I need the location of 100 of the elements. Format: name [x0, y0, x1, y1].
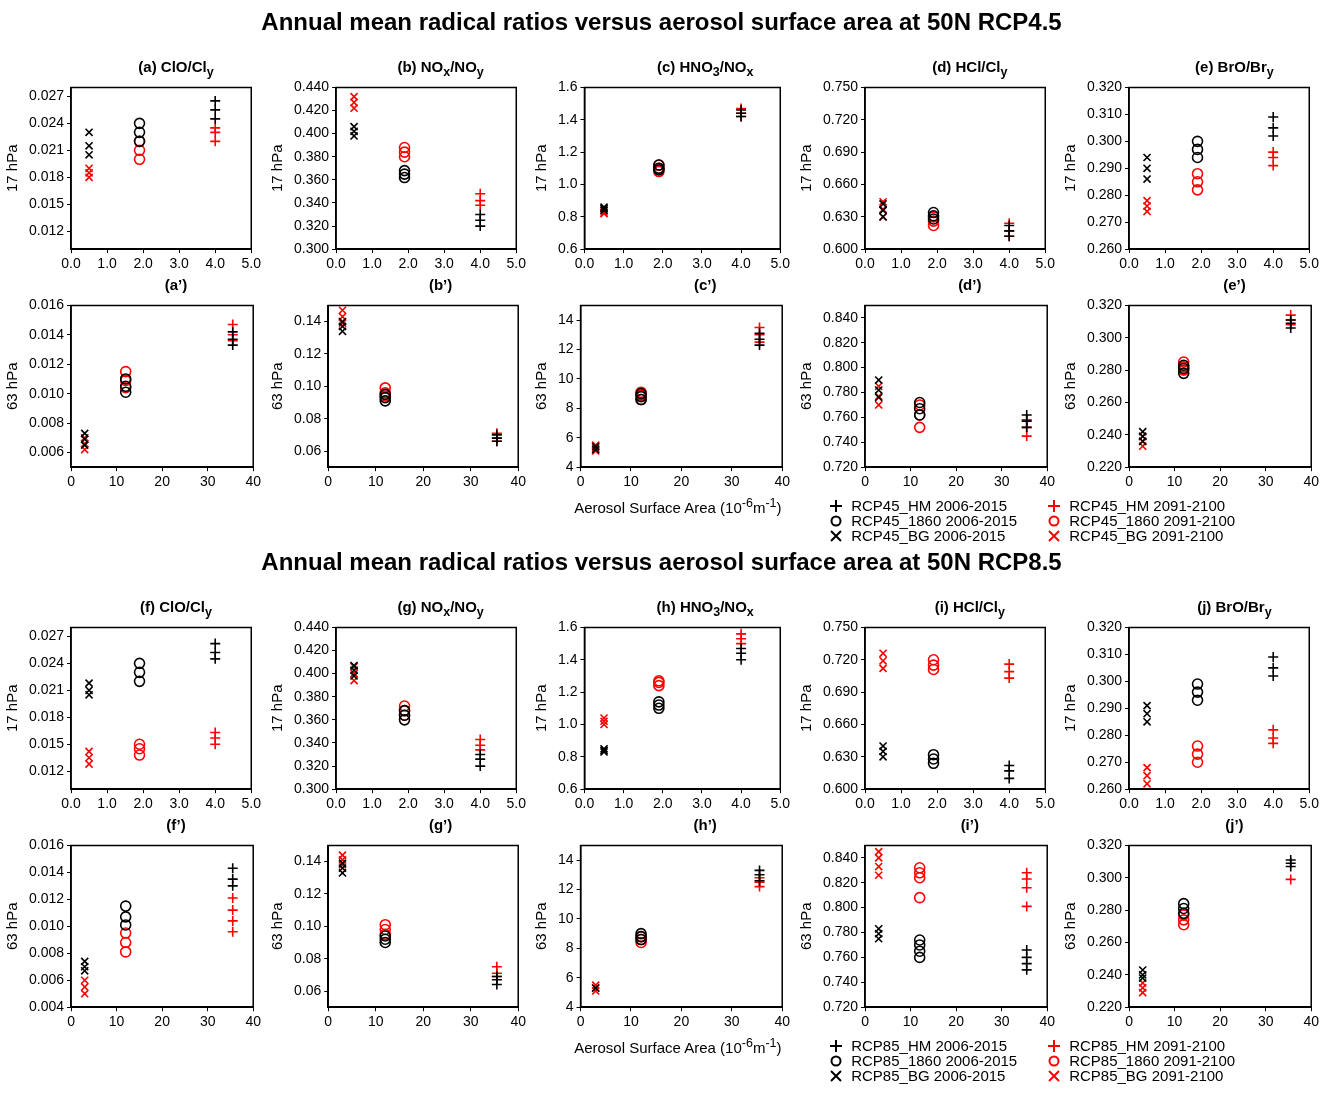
y-tick-label: 0.660: [822, 715, 859, 732]
x-tick-label: 30: [724, 1013, 740, 1030]
x-tick-label: 1.0: [891, 795, 911, 812]
y-tick-label: 4: [565, 458, 574, 475]
y-tick-label: 10: [558, 369, 574, 386]
y-tick-label: 0.440: [293, 78, 329, 95]
y-tick-label: 0.400: [293, 664, 329, 681]
x-tick-label: 1.0: [1155, 795, 1176, 812]
y-tick-label: 0.018: [28, 168, 65, 185]
y-tick-label: 0.008: [28, 944, 65, 961]
y-tick-label: 0.004: [28, 998, 65, 1015]
x-tick-label: 0: [1125, 473, 1134, 490]
x-tick-label: 0: [576, 473, 585, 490]
x-tick-label: 0.0: [855, 255, 875, 272]
y-tick-label: 10: [558, 909, 574, 926]
y-axis-title: 17 hPa: [532, 683, 550, 733]
x-tick-label: 0.0: [61, 795, 81, 812]
legend-label: RCP45_1860 2091-2100: [1069, 512, 1236, 529]
x-tick-label: 2.0: [133, 795, 154, 812]
x-tick-label: 3.0: [963, 795, 983, 812]
x-tick-label: 10: [108, 1013, 125, 1030]
x-tick-label: 1.0: [97, 795, 118, 812]
chart-title: (h’): [692, 816, 718, 834]
x-tick-label: 30: [199, 473, 216, 490]
y-tick-label: 0.440: [293, 618, 329, 635]
x-tick-label: 20: [1212, 473, 1229, 490]
x-tick-label: 10: [902, 1013, 919, 1030]
y-tick-label: 0.260: [1087, 240, 1123, 257]
x-tick-label: 4.0: [999, 255, 1019, 272]
x-tick-label: 5.0: [1299, 255, 1320, 272]
x-tick-label: 5.0: [770, 795, 791, 812]
x-tick-label: 0: [576, 1013, 585, 1030]
y-tick-label: 1.2: [558, 682, 578, 699]
legend-label: RCP45_BG 2006-2015: [851, 527, 1006, 544]
y-axis-title: 17 hPa: [3, 143, 21, 193]
x-tick-label: 5.0: [770, 255, 791, 272]
y-tick-label: 0.630: [822, 207, 859, 224]
x-tick-label: 1.0: [97, 255, 118, 272]
y-tick-label: 0.750: [822, 618, 859, 635]
x-tick-label: 0: [67, 473, 76, 490]
y-tick-label: 0.006: [28, 971, 65, 988]
y-tick-label: 0.260: [1087, 933, 1123, 950]
y-tick-label: 0.08: [293, 409, 322, 426]
x-tick-label: 10: [623, 473, 640, 490]
x-tick-label: 4.0: [205, 255, 226, 272]
y-tick-label: 0.12: [293, 884, 322, 901]
x-tick-label: 4.0: [1263, 255, 1284, 272]
y-tick-label: 0.320: [293, 756, 329, 773]
y-tick-label: 0.027: [28, 627, 65, 644]
y-tick-label: 0.015: [28, 735, 65, 752]
x-tick-label: 3.0: [169, 255, 190, 272]
x-tick-label: 20: [415, 473, 431, 490]
y-tick-label: 12: [558, 880, 574, 897]
y-tick-label: 0.014: [28, 863, 65, 880]
y-tick-label: 0.600: [822, 780, 859, 797]
x-tick-label: 4.0: [470, 255, 490, 272]
x-tick-label: 20: [673, 473, 690, 490]
y-tick-label: 0.820: [822, 873, 859, 890]
x-tick-label: 30: [993, 473, 1010, 490]
y-axis-title: 63 hPa: [3, 901, 21, 951]
x-tick-label: 20: [154, 1013, 171, 1030]
x-tick-label: 5.0: [241, 255, 262, 272]
y-tick-label: 0.6: [558, 780, 578, 797]
x-tick-label: 30: [993, 1013, 1010, 1030]
y-tick-label: 0.750: [822, 78, 859, 95]
y-axis-title: 17 hPa: [796, 683, 814, 733]
y-tick-label: 0.016: [28, 836, 65, 853]
y-tick-label: 0.012: [28, 762, 65, 779]
y-tick-label: 0.300: [1087, 868, 1123, 885]
y-axis-title: 63 hPa: [796, 361, 814, 411]
x-tick-label: 2.0: [1191, 255, 1212, 272]
legend-label: RCP85_HM 2006-2015: [851, 1037, 1008, 1054]
y-tick-label: 0.300: [1087, 132, 1123, 149]
y-tick-label: 1.4: [558, 110, 578, 127]
y-tick-label: 0.220: [1087, 998, 1123, 1015]
y-tick-label: 0.027: [28, 87, 65, 104]
legend-label: RCP85_1860 2006-2015: [851, 1052, 1018, 1069]
y-tick-label: 0.240: [1087, 965, 1123, 982]
x-tick-label: 4.0: [999, 795, 1019, 812]
y-tick-label: 0.06: [293, 981, 322, 998]
x-tick-label: 30: [199, 1013, 216, 1030]
y-tick-label: 0.800: [822, 358, 859, 375]
x-tick-label: 5.0: [241, 795, 262, 812]
y-tick-label: 0.840: [822, 848, 859, 865]
x-tick-label: 10: [367, 473, 384, 490]
y-tick-label: 0.014: [28, 325, 65, 342]
x-tick-label: 5.0: [1035, 795, 1056, 812]
x-axis-title: Aerosol Surface Area (10$^{-6}$m$^{-1}$): [574, 496, 782, 516]
chart-title: (i’): [959, 816, 980, 834]
y-axis-title: 63 hPa: [267, 361, 285, 411]
x-tick-label: 0: [67, 1013, 76, 1030]
y-tick-label: 14: [558, 850, 574, 867]
y-axis-title: 63 hPa: [3, 361, 21, 411]
y-tick-label: 0.290: [1087, 159, 1123, 176]
x-tick-label: 10: [902, 473, 919, 490]
x-tick-label: 40: [510, 473, 526, 490]
x-tick-label: 30: [1258, 473, 1275, 490]
y-axis-title: 17 hPa: [796, 143, 814, 193]
y-axis-title: 17 hPa: [267, 683, 285, 733]
y-tick-label: 0.280: [1087, 900, 1123, 917]
